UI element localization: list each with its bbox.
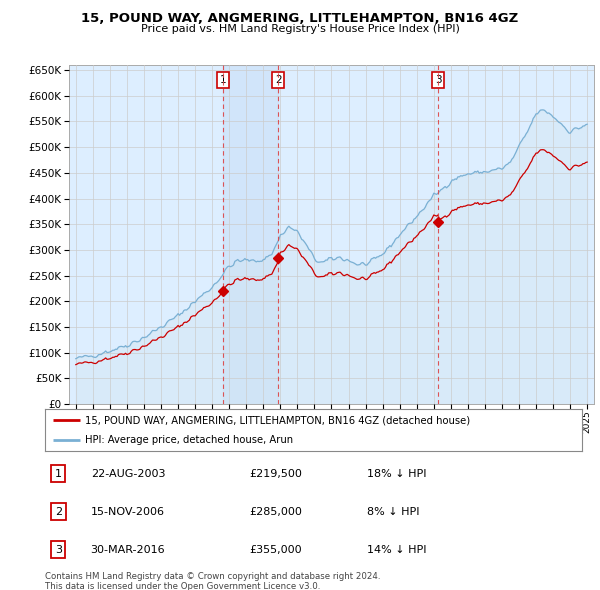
Text: HPI: Average price, detached house, Arun: HPI: Average price, detached house, Arun — [85, 435, 293, 445]
Text: 3: 3 — [435, 75, 442, 85]
Text: 18% ↓ HPI: 18% ↓ HPI — [367, 469, 427, 479]
Text: This data is licensed under the Open Government Licence v3.0.: This data is licensed under the Open Gov… — [45, 582, 320, 590]
Text: 14% ↓ HPI: 14% ↓ HPI — [367, 545, 427, 555]
Text: 15, POUND WAY, ANGMERING, LITTLEHAMPTON, BN16 4GZ: 15, POUND WAY, ANGMERING, LITTLEHAMPTON,… — [82, 12, 518, 25]
Text: 8% ↓ HPI: 8% ↓ HPI — [367, 507, 420, 517]
Text: 30-MAR-2016: 30-MAR-2016 — [91, 545, 165, 555]
Text: Contains HM Land Registry data © Crown copyright and database right 2024.: Contains HM Land Registry data © Crown c… — [45, 572, 380, 581]
Text: £219,500: £219,500 — [249, 469, 302, 479]
Text: 15-NOV-2006: 15-NOV-2006 — [91, 507, 164, 517]
Text: 15, POUND WAY, ANGMERING, LITTLEHAMPTON, BN16 4GZ (detached house): 15, POUND WAY, ANGMERING, LITTLEHAMPTON,… — [85, 415, 470, 425]
Text: 22-AUG-2003: 22-AUG-2003 — [91, 469, 165, 479]
Text: 3: 3 — [55, 545, 62, 555]
Bar — [223, 65, 278, 404]
Text: 2: 2 — [275, 75, 281, 85]
Text: £285,000: £285,000 — [249, 507, 302, 517]
Text: 1: 1 — [220, 75, 226, 85]
Text: 2: 2 — [55, 507, 62, 517]
Text: Price paid vs. HM Land Registry's House Price Index (HPI): Price paid vs. HM Land Registry's House … — [140, 24, 460, 34]
Text: 1: 1 — [55, 469, 62, 479]
Text: £355,000: £355,000 — [249, 545, 302, 555]
